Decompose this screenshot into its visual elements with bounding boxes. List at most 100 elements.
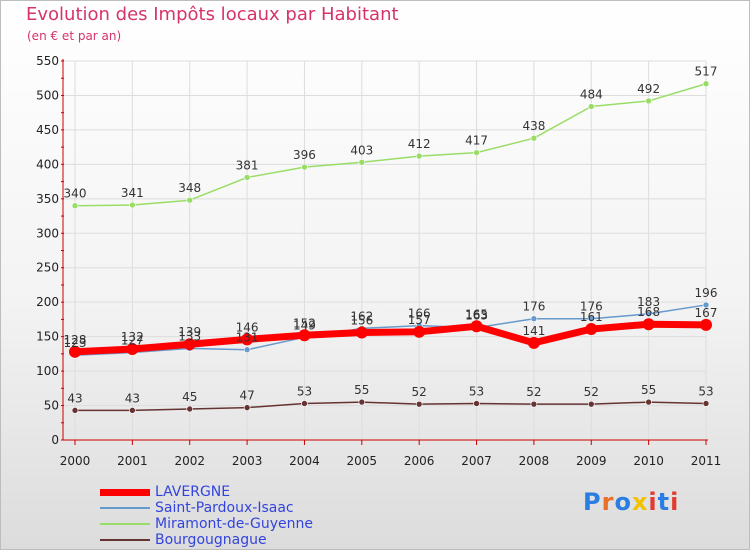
data-label: 162: [350, 309, 373, 323]
x-tick-label: 2002: [174, 454, 205, 468]
data-label: 176: [522, 300, 545, 314]
data-label: 165: [465, 307, 488, 321]
y-tick-label: 300: [36, 226, 59, 240]
data-point: [243, 174, 251, 181]
x-tick-label: 2011: [691, 454, 722, 468]
data-point: [71, 202, 79, 210]
data-label: 183: [637, 295, 660, 309]
data-label: 341: [121, 186, 144, 200]
data-point: [355, 326, 368, 339]
data-point: [186, 405, 194, 413]
series-line: [74, 82, 707, 207]
data-labels: 128 132 139 146 152 156 157 165 141 161 168 167 123 1…: [64, 65, 718, 406]
data-point: [702, 400, 710, 407]
data-label: 152: [293, 316, 316, 330]
proxiti-logo: Proxiti: [583, 488, 679, 516]
data-point: [186, 196, 194, 204]
data-point: [183, 338, 196, 351]
data-label: 381: [236, 158, 259, 172]
legend-item: LAVERGNE: [100, 484, 360, 500]
x-tick-label: 2009: [576, 454, 607, 468]
data-label: 396: [293, 148, 316, 162]
data-label: 412: [408, 137, 431, 151]
y-tick-label: 450: [36, 123, 59, 137]
data-point: [530, 400, 538, 408]
data-label: 132: [121, 330, 144, 344]
data-label: 52: [526, 385, 541, 399]
data-label: 146: [236, 320, 259, 334]
data-point: [69, 345, 81, 358]
data-point: [241, 333, 254, 346]
data-point: [243, 346, 251, 354]
data-label: 53: [297, 384, 312, 398]
data-point: [527, 336, 540, 349]
data-point: [413, 325, 426, 338]
legend-label: LAVERGNE: [155, 484, 231, 500]
data-label: 52: [584, 385, 599, 399]
data-label: 55: [641, 383, 656, 397]
data-label: 45: [182, 390, 197, 404]
data-label: 123: [64, 336, 87, 350]
data-label: 348: [178, 181, 201, 195]
series-line: [74, 401, 707, 412]
data-label: 517: [695, 65, 718, 79]
data-point: [585, 323, 598, 336]
data-label: 196: [695, 286, 718, 300]
series-line: [74, 304, 707, 356]
data-label: 492: [637, 82, 660, 96]
data-point: [702, 80, 710, 88]
y-tick-label: 400: [36, 157, 59, 171]
legend-label: Bourgougnague: [155, 532, 267, 548]
data-label: 139: [178, 325, 201, 339]
y-tick-label: 200: [36, 295, 59, 309]
data-label: 403: [350, 143, 373, 157]
x-tick-label: 2006: [404, 454, 435, 468]
data-label: 176: [580, 300, 603, 314]
data-point: [700, 318, 712, 331]
legend-swatch: [100, 539, 150, 541]
data-point: [298, 329, 311, 342]
y-tick-label: 150: [36, 330, 59, 344]
logo-letter: P: [583, 488, 602, 516]
y-tick-label: 100: [36, 364, 59, 378]
legend-swatch: [100, 523, 150, 525]
data-point: [71, 407, 79, 414]
data-point: [473, 400, 480, 407]
axes: 0 50 100 150 200 250 300 350 400 450 500 550 2000 200…: [36, 54, 721, 468]
data-point: [415, 152, 423, 160]
x-tick-label: 2001: [117, 454, 148, 468]
chart-subtitle: (en € et par an): [27, 29, 122, 43]
x-tick-label: 2007: [461, 454, 492, 468]
data-label: 161: [580, 310, 603, 324]
logo-letter: t: [657, 488, 671, 516]
x-tick-label: 2008: [519, 454, 550, 468]
x-tick-label: 2005: [347, 454, 378, 468]
y-tick-label: 350: [36, 192, 59, 206]
data-label: 52: [412, 385, 427, 399]
data-point: [358, 158, 366, 166]
data-label: 43: [67, 391, 82, 405]
y-tick-label: 0: [51, 433, 59, 447]
data-label: 128: [64, 333, 87, 347]
data-point: [358, 398, 366, 406]
data-point: [587, 315, 595, 323]
data-point: [587, 400, 595, 408]
legend-label: Saint-Pardoux-Isaac: [155, 500, 294, 516]
data-point: [470, 320, 483, 333]
y-tick-label: 250: [36, 261, 59, 275]
data-point: [530, 315, 538, 323]
data-point: [702, 301, 710, 309]
series-lines: [69, 80, 712, 414]
data-label: 163: [465, 309, 488, 323]
logo-letter: x: [631, 488, 649, 516]
grid: [62, 60, 707, 440]
x-tick-label: 2003: [232, 454, 263, 468]
data-label: 141: [522, 324, 545, 338]
legend-label: Miramont-de-Guyenne: [155, 516, 313, 532]
data-point: [473, 149, 480, 156]
data-label: 55: [354, 383, 369, 397]
data-label: 127: [121, 333, 144, 347]
data-point: [645, 310, 652, 318]
series-line: [71, 320, 710, 356]
